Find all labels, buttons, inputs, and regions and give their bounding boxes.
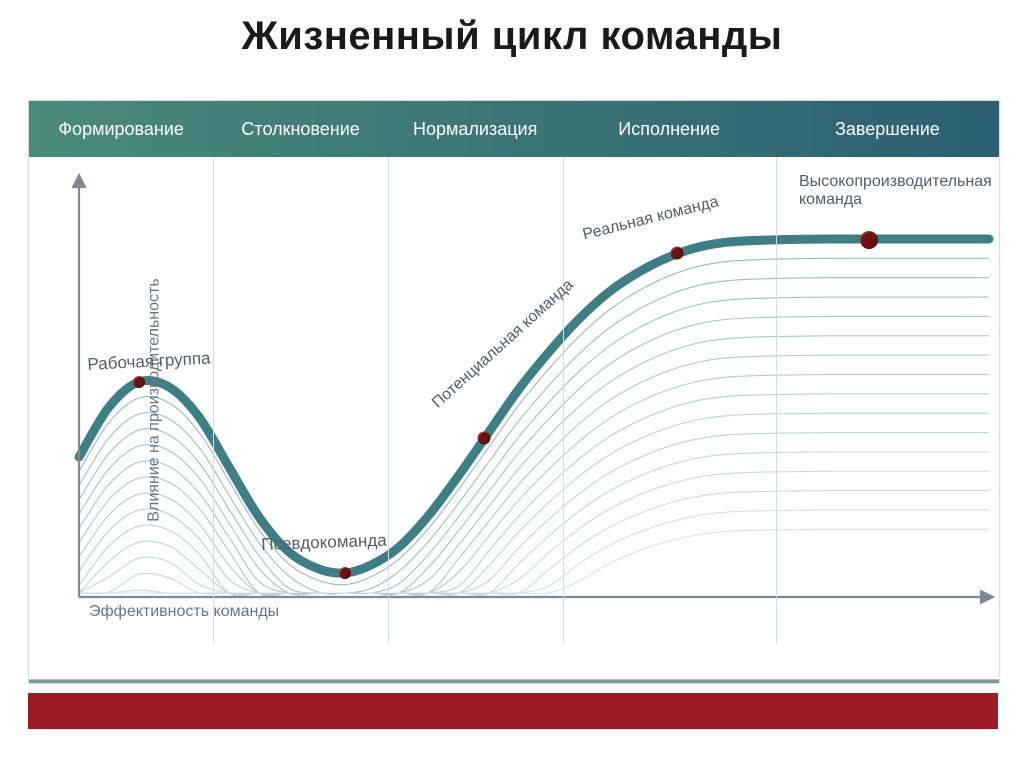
footer-strip [28,693,998,729]
chart-bottom-rule [29,679,999,683]
stage-0: Формирование [29,101,213,157]
y-axis-label: Влияние на производительность [146,278,164,521]
marker-real-team [671,247,684,260]
stage-1: Столкновение [213,101,388,157]
marker-working-group [133,376,145,388]
x-axis-label: Эффективность команды [89,603,279,621]
stage-separator [563,157,564,643]
plot-area: Влияние на производительность Эффективно… [29,157,999,643]
chart-container: ФормированиеСтолкновениеНормализацияИспо… [28,100,1000,684]
stage-separator [776,157,777,643]
slide: Жизненный цикл команды ФормированиеСтолк… [0,0,1024,767]
stage-2: Нормализация [388,101,563,157]
plot-svg [29,157,999,643]
stage-4: Завершение [776,101,999,157]
marker-pseudo-team [339,567,351,579]
stage-3: Исполнение [562,101,775,157]
marker-label-high-perf-team: Высокопроизводительнаякоманда [799,173,999,210]
stage-separator [213,157,214,643]
marker-potential-team [478,432,491,445]
slide-title: Жизненный цикл команды [0,0,1024,59]
marker-high-perf-team [860,231,878,249]
stage-bar: ФормированиеСтолкновениеНормализацияИспо… [29,101,999,157]
stage-separator [388,157,389,643]
